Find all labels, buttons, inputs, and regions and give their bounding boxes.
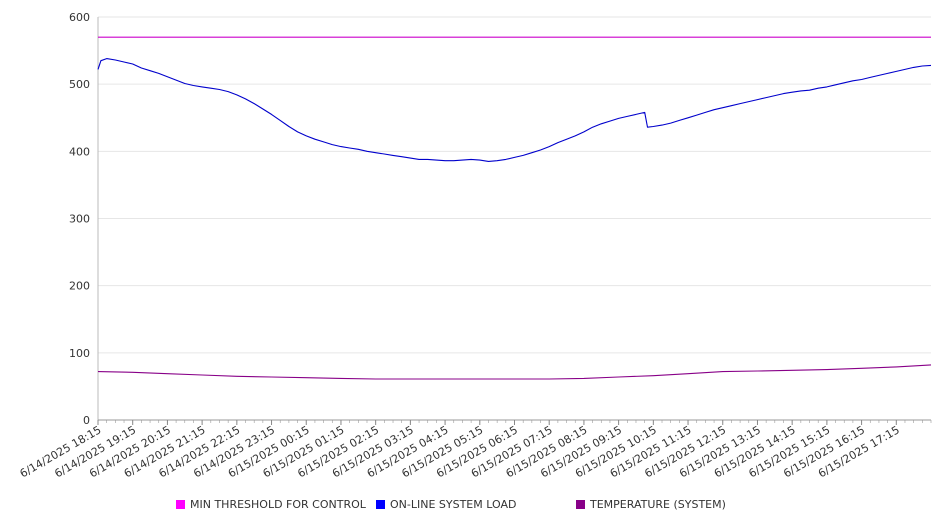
y-tick-label: 200 (69, 280, 90, 293)
legend: MIN THRESHOLD FOR CONTROL ON-LINE SYSTEM… (0, 498, 946, 514)
y-tick-label: 500 (69, 78, 90, 91)
legend-item-min-threshold[interactable]: MIN THRESHOLD FOR CONTROL (176, 498, 366, 511)
legend-swatch-min-threshold (176, 500, 185, 509)
legend-swatch-system-load (376, 500, 385, 509)
legend-label-system-load: ON-LINE SYSTEM LOAD (390, 498, 517, 511)
y-tick-label: 300 (69, 213, 90, 226)
axes (97, 17, 932, 423)
legend-label-min-threshold: MIN THRESHOLD FOR CONTROL (190, 498, 366, 511)
y-axis-ticks: 0 100 200 300 400 500 600 (69, 11, 90, 427)
series-temperature-line (97, 364, 932, 380)
legend-label-temperature: TEMPERATURE (SYSTEM) (590, 498, 726, 511)
legend-swatch-temperature (576, 500, 585, 509)
y-tick-label: 400 (69, 145, 90, 158)
legend-item-system-load[interactable]: ON-LINE SYSTEM LOAD (376, 498, 516, 511)
legend-item-temperature[interactable]: TEMPERATURE (SYSTEM) (576, 498, 726, 511)
y-tick-label: 600 (69, 11, 90, 24)
grid-lines (98, 16, 931, 354)
series-group (97, 36, 932, 380)
y-tick-label: 100 (69, 347, 90, 360)
y-tick-label: 0 (83, 414, 90, 427)
series-system-load-line (97, 58, 932, 162)
x-axis-ticks: 6/14/2025 18:156/14/2025 19:156/14/2025 … (18, 420, 902, 480)
